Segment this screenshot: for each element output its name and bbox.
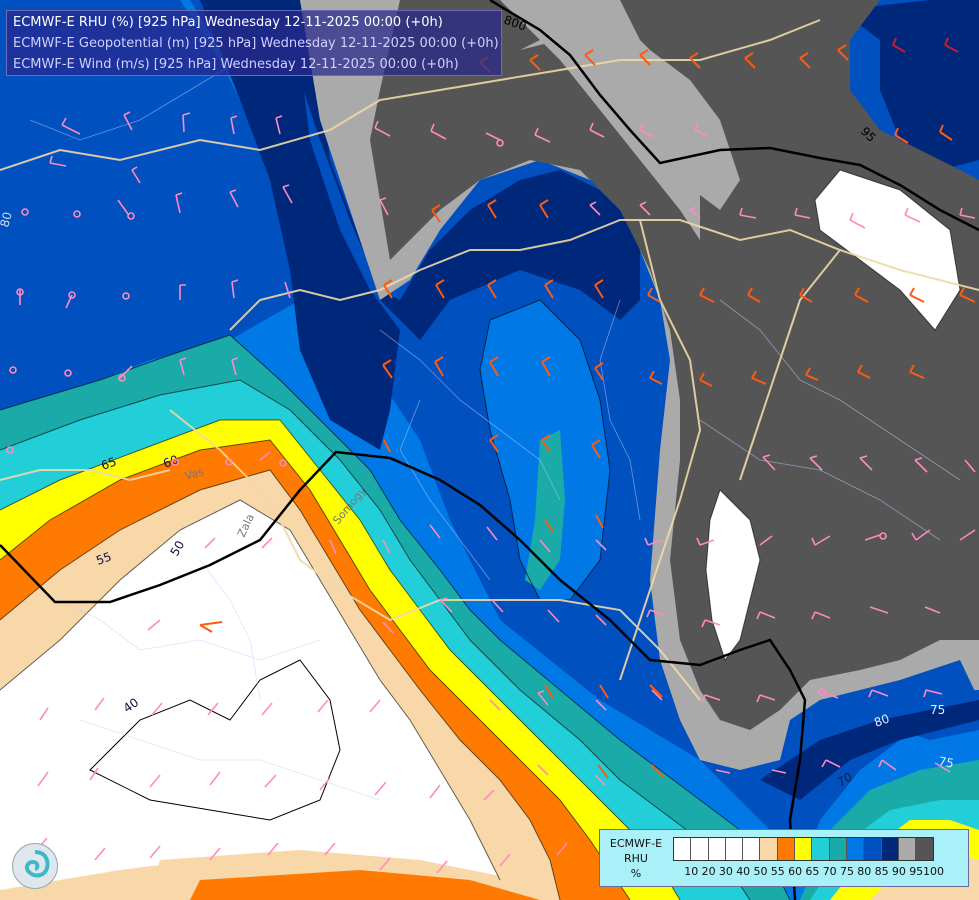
legend-swatch (777, 838, 796, 860)
legend-swatch (846, 838, 865, 860)
legend-title-var: RHU (624, 852, 648, 865)
wind-barbs-strong (199, 44, 976, 779)
legend-tick-label: 100 (923, 865, 944, 878)
label-rh-60: 60 (161, 452, 180, 470)
legend-swatch (881, 838, 899, 860)
rh-band-90-se (760, 700, 979, 800)
legend-title-model: ECMWF-E (609, 837, 663, 850)
legend-ticks: 10 20 30 40 50 55 60 65 70 75 80 85 90 95 100 (673, 865, 973, 881)
wind-barbs (6, 111, 976, 874)
legend-title: ECMWF-E RHU % (604, 836, 668, 881)
legend-tick-label: 55 (770, 865, 785, 878)
rh-band-100 (370, 0, 979, 730)
legend-tick-label: 90 (891, 865, 906, 878)
legend-title-unit: % (630, 867, 642, 880)
legend-swatches (673, 837, 935, 861)
legend-swatch (743, 838, 761, 860)
map-title-box: ECMWF-E RHU (%) [925 hPa] Wednesday 12-1… (6, 10, 502, 76)
legend-tick-label: 65 (805, 865, 820, 878)
rhu-legend: ECMWF-E RHU % 10 20 30 40 50 55 60 65 70 75 80 85 90… (599, 829, 969, 887)
label-rh-75-se: 75 (937, 754, 954, 770)
legend-tick-label: 70 (822, 865, 837, 878)
legend-swatch (674, 838, 692, 860)
rh-band-85-west (0, 0, 300, 410)
geopotential-contour-south (0, 450, 807, 900)
rh-band-90 (200, 0, 640, 340)
rh-band-90-west (200, 0, 400, 450)
title-geopotential: ECMWF-E Geopotential (m) [925 hPa] Wedne… (13, 36, 499, 51)
swirl-icon (24, 850, 50, 878)
legend-swatch (708, 838, 726, 860)
legend-tick-label: 75 (840, 865, 854, 878)
legend-swatch (691, 838, 709, 860)
label-rh-70-se: 70 (835, 770, 855, 790)
rh-hole-ne (815, 170, 960, 330)
legend-tick-label: 85 (874, 865, 889, 878)
label-rh-80-se: 80 (872, 711, 891, 729)
legend-tick-label: 80 (857, 865, 872, 878)
rh-band-95-inner (520, 30, 740, 210)
label-rh-75-se2: 75 (930, 703, 945, 717)
legend-swatch (795, 838, 813, 860)
legend-tick-label: 30 (718, 865, 733, 878)
label-rh-55: 55 (94, 549, 113, 567)
legend-tick-label: 95 (909, 865, 924, 878)
legend-swatch (760, 838, 778, 860)
legend-swatch (916, 838, 934, 860)
legend-swatch (725, 838, 744, 860)
legend-swatch (898, 838, 917, 860)
rh-hole-e (706, 490, 760, 660)
legend-swatch (812, 838, 830, 860)
legend-tick-label: 40 (736, 865, 751, 878)
label-rh-65: 65 (99, 454, 118, 472)
country-borders (0, 19, 979, 701)
legend-swatch (864, 838, 882, 860)
rh-contour-40 (89, 659, 341, 821)
rh-band-75-center (525, 430, 565, 590)
label-rh-80-w: 80 (0, 210, 15, 228)
geopotential-contour-north (489, 0, 979, 232)
legend-tick-label: 50 (753, 865, 768, 878)
regional-lines (29, 59, 961, 801)
wind-barbs-red (892, 37, 959, 53)
rh-contour-lines (0, 169, 961, 900)
title-wind: ECMWF-E Wind (m/s) [925 hPa] Wednesday 1… (13, 57, 459, 72)
ecmwf-logo (12, 843, 58, 889)
rh-band-60-south (190, 870, 540, 900)
legend-tick-label: 10 (684, 865, 699, 878)
legend-swatch (829, 838, 847, 860)
label-vas: Vas (183, 465, 205, 483)
label-rh-50: 50 (167, 538, 187, 558)
legend-tick-label: 20 (701, 865, 716, 878)
legend-tick-label: 60 (788, 865, 803, 878)
rh-band-90-ne (840, 0, 979, 170)
title-rhu: ECMWF-E RHU (%) [925 hPa] Wednesday 12-1… (13, 15, 443, 30)
